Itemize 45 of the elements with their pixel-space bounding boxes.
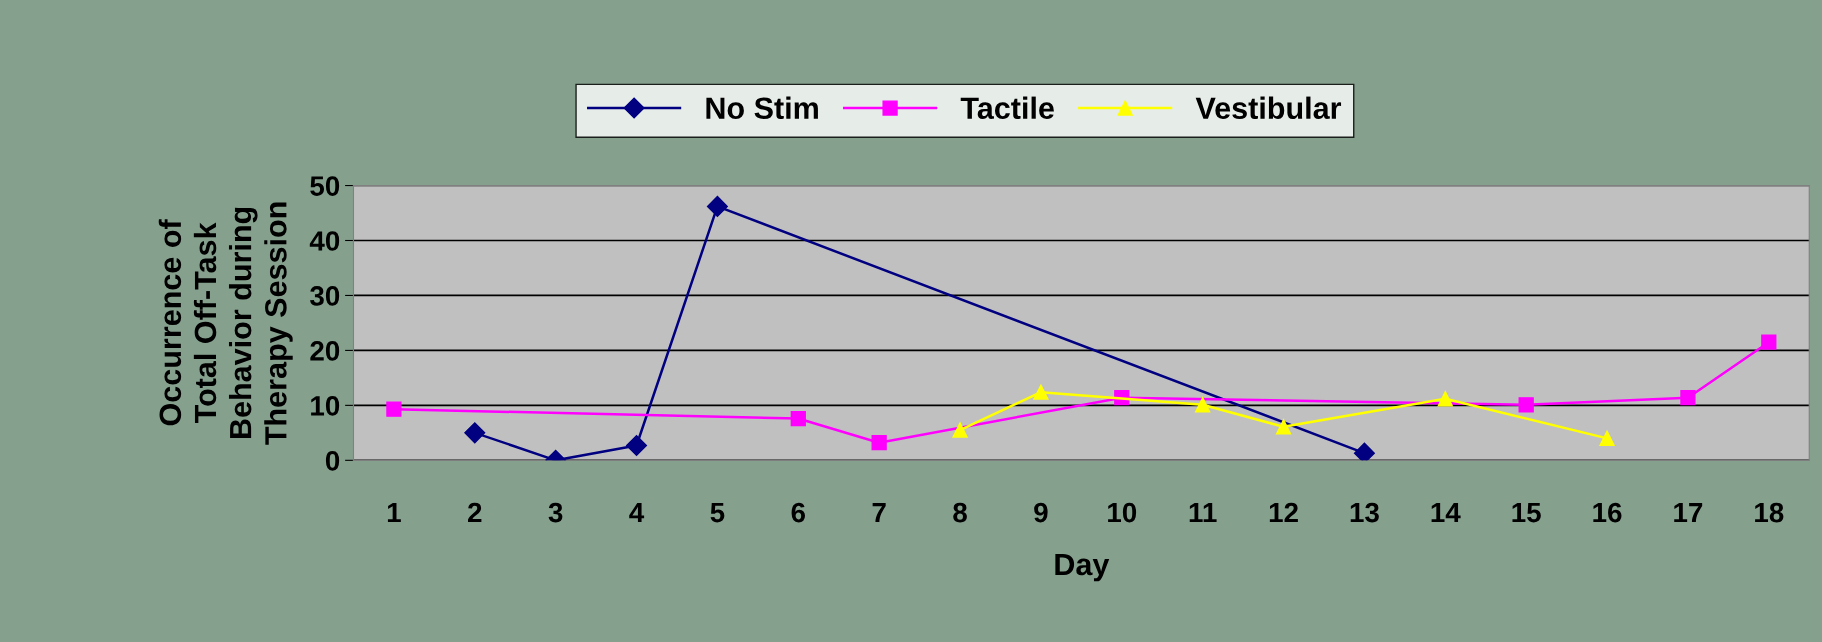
legend-label: Vestibular	[1195, 96, 1342, 120]
x-tick-label: 7	[872, 503, 886, 523]
point	[626, 434, 648, 456]
y-tick-label: 50	[310, 176, 340, 196]
point	[1761, 334, 1777, 350]
point	[1033, 384, 1049, 400]
point	[952, 422, 968, 438]
y-tick-label: 0	[325, 450, 340, 471]
point	[1275, 419, 1292, 435]
y-tick-label: 10	[311, 396, 340, 416]
point	[1599, 430, 1615, 446]
x-tick-label: 2	[468, 502, 482, 523]
x-tick-label: 15	[1512, 503, 1541, 523]
x-tick-label: 11	[1189, 503, 1217, 523]
point	[706, 195, 728, 217]
y-tick-label: 20	[310, 341, 340, 361]
x-tick-label: 14	[1431, 503, 1461, 523]
point	[1195, 397, 1211, 413]
point	[1680, 390, 1696, 406]
x-tick-label: 6	[791, 502, 806, 523]
x-tick-label: 9	[1034, 502, 1048, 523]
point	[1518, 397, 1534, 413]
x-tick-label: 13	[1350, 502, 1379, 523]
point	[790, 410, 806, 427]
x-tick-label: 17	[1674, 503, 1703, 523]
x-tick-label: 8	[953, 502, 967, 523]
legend-label: Tactile	[960, 96, 1054, 120]
x-tick-label: 12	[1269, 502, 1298, 523]
point	[871, 435, 887, 451]
point	[1353, 442, 1375, 461]
x-axis-title: Day	[1055, 554, 1110, 582]
x-tick-label: 4	[629, 503, 645, 523]
x-tick-label: 5	[710, 503, 725, 523]
point	[464, 422, 486, 444]
x-tick-label: 16	[1593, 502, 1622, 523]
point	[1437, 391, 1453, 407]
x-tick-label: 3	[548, 502, 563, 523]
y-tick-label: 40	[309, 231, 340, 251]
x-tick-label: 18	[1755, 502, 1784, 523]
point	[386, 401, 402, 417]
y-axis-title: Occurrence of Total Off-Task Behavior during Therapy Session	[158, 202, 293, 445]
legend-label: No Stim	[706, 96, 818, 120]
y-tick-label: 30	[310, 286, 340, 306]
x-tick-label: 1	[387, 503, 401, 523]
x-tick-label: 10	[1108, 502, 1137, 523]
